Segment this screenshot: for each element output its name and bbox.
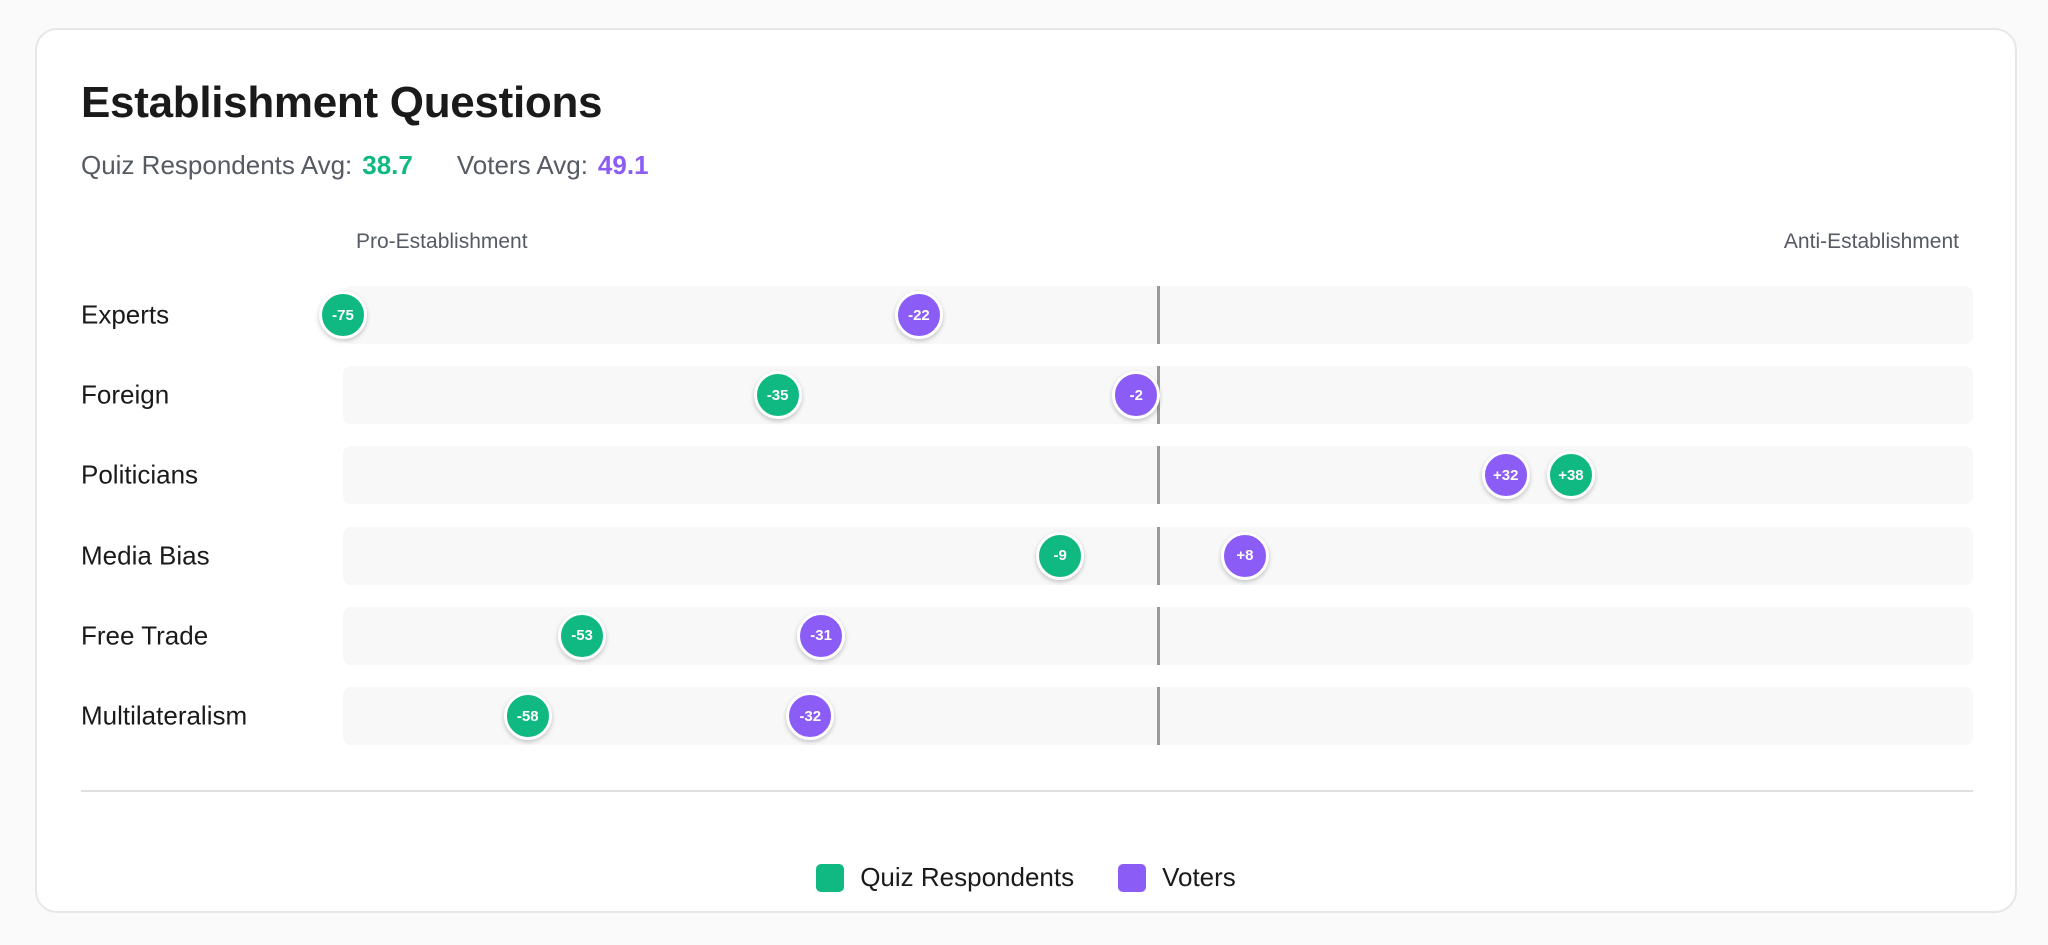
axis-label-anti: Anti-Establishment <box>1783 230 1959 253</box>
row-label: Multilateralism <box>81 700 248 731</box>
chart-card: Establishment Questions Quiz Respondents… <box>35 28 2017 913</box>
quiz-respondents-point[interactable]: -58 <box>503 692 552 740</box>
axis-label-pro: Pro-Establishment <box>356 230 528 253</box>
averages-summary: Quiz Respondents Avg: 38.7 Voters Avg: 49.1 <box>81 150 649 181</box>
center-line <box>1156 526 1160 585</box>
row-label: Experts <box>81 299 170 330</box>
legend-item-quiz-respondents: Quiz Respondents <box>816 862 1074 893</box>
legend-label: Voters <box>1162 862 1236 892</box>
quiz-respondents-point[interactable]: -75 <box>319 291 367 339</box>
center-line <box>1156 687 1160 745</box>
divider <box>81 790 1973 792</box>
center-line <box>1156 446 1160 505</box>
voters-point[interactable]: -2 <box>1112 371 1161 420</box>
voters-point[interactable]: -32 <box>786 692 835 740</box>
quiz-respondents-point[interactable]: +38 <box>1546 451 1595 500</box>
quiz-respondents-point[interactable]: -53 <box>558 611 607 660</box>
quiz-respondents-point[interactable]: -9 <box>1036 531 1085 580</box>
voters-point[interactable]: -22 <box>894 291 943 339</box>
legend-swatch <box>1118 863 1147 892</box>
voters-avg-label: Voters Avg: <box>456 150 588 180</box>
legend-item-voters: Voters <box>1118 862 1236 893</box>
legend-swatch <box>816 863 845 892</box>
row-label: Media Bias <box>81 540 210 571</box>
center-line <box>1156 606 1160 665</box>
legend: Quiz Respondents Voters <box>37 862 2015 893</box>
legend-label: Quiz Respondents <box>860 862 1075 892</box>
voters-avg-value: 49.1 <box>597 150 649 180</box>
row-label: Politicians <box>81 459 199 490</box>
voters-point[interactable]: +8 <box>1220 531 1269 580</box>
quiz-avg-label: Quiz Respondents Avg: <box>81 150 353 180</box>
quiz-avg-value: 38.7 <box>362 150 413 180</box>
voters-point[interactable]: +32 <box>1481 451 1530 500</box>
row-label: Free Trade <box>81 620 209 651</box>
chart-title: Establishment Questions <box>81 78 603 127</box>
quiz-respondents-point[interactable]: -35 <box>753 371 802 420</box>
voters-point[interactable]: -31 <box>797 611 846 660</box>
row-label: Foreign <box>81 379 170 410</box>
center-line <box>1156 286 1160 344</box>
